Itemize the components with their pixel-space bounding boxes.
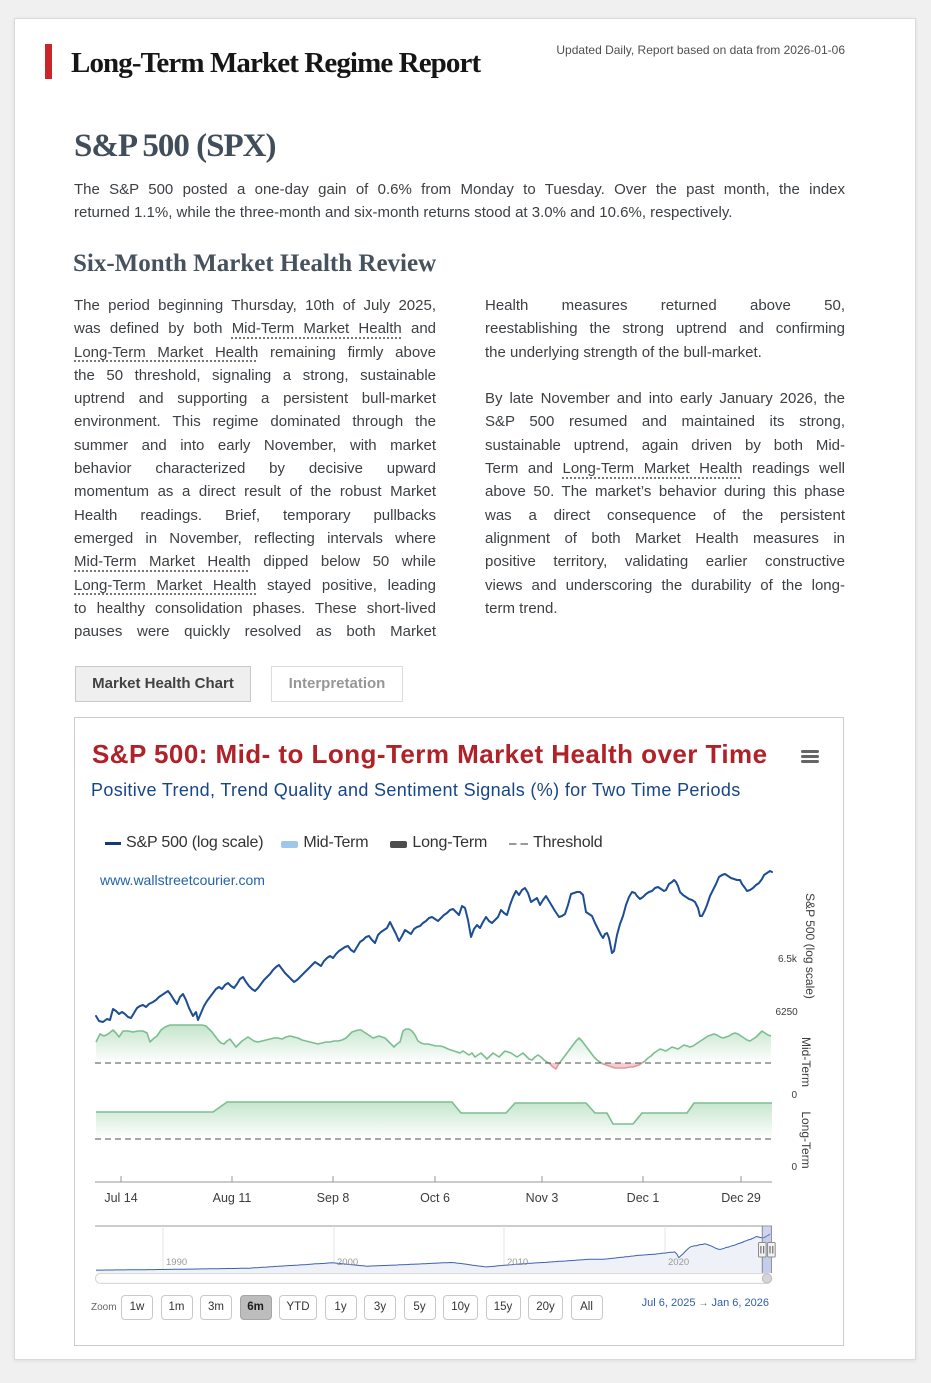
svg-text:2000: 2000 <box>337 1257 358 1268</box>
svg-text:Sep 8: Sep 8 <box>317 1191 350 1205</box>
svg-text:Oct 6: Oct 6 <box>420 1191 450 1205</box>
svg-text:2020: 2020 <box>668 1257 689 1268</box>
svg-text:0: 0 <box>792 1090 798 1101</box>
svg-text:S&P 500 (log scale): S&P 500 (log scale) <box>803 893 817 999</box>
svg-text:6.5k: 6.5k <box>778 954 798 965</box>
svg-text:Aug 11: Aug 11 <box>213 1191 252 1205</box>
svg-text:0: 0 <box>792 1162 798 1173</box>
svg-text:2010: 2010 <box>507 1257 528 1268</box>
svg-text:Mid-Term: Mid-Term <box>799 1037 813 1087</box>
svg-text:Long-Term: Long-Term <box>799 1111 813 1168</box>
svg-text:Dec 1: Dec 1 <box>627 1191 660 1205</box>
svg-text:Dec 29: Dec 29 <box>721 1191 761 1205</box>
svg-text:Jul 14: Jul 14 <box>104 1191 137 1205</box>
svg-text:1990: 1990 <box>166 1257 187 1268</box>
svg-text:www.wallstreetcourier.com: www.wallstreetcourier.com <box>99 872 265 888</box>
svg-text:Nov 3: Nov 3 <box>526 1191 559 1205</box>
svg-text:6250: 6250 <box>776 1007 799 1018</box>
